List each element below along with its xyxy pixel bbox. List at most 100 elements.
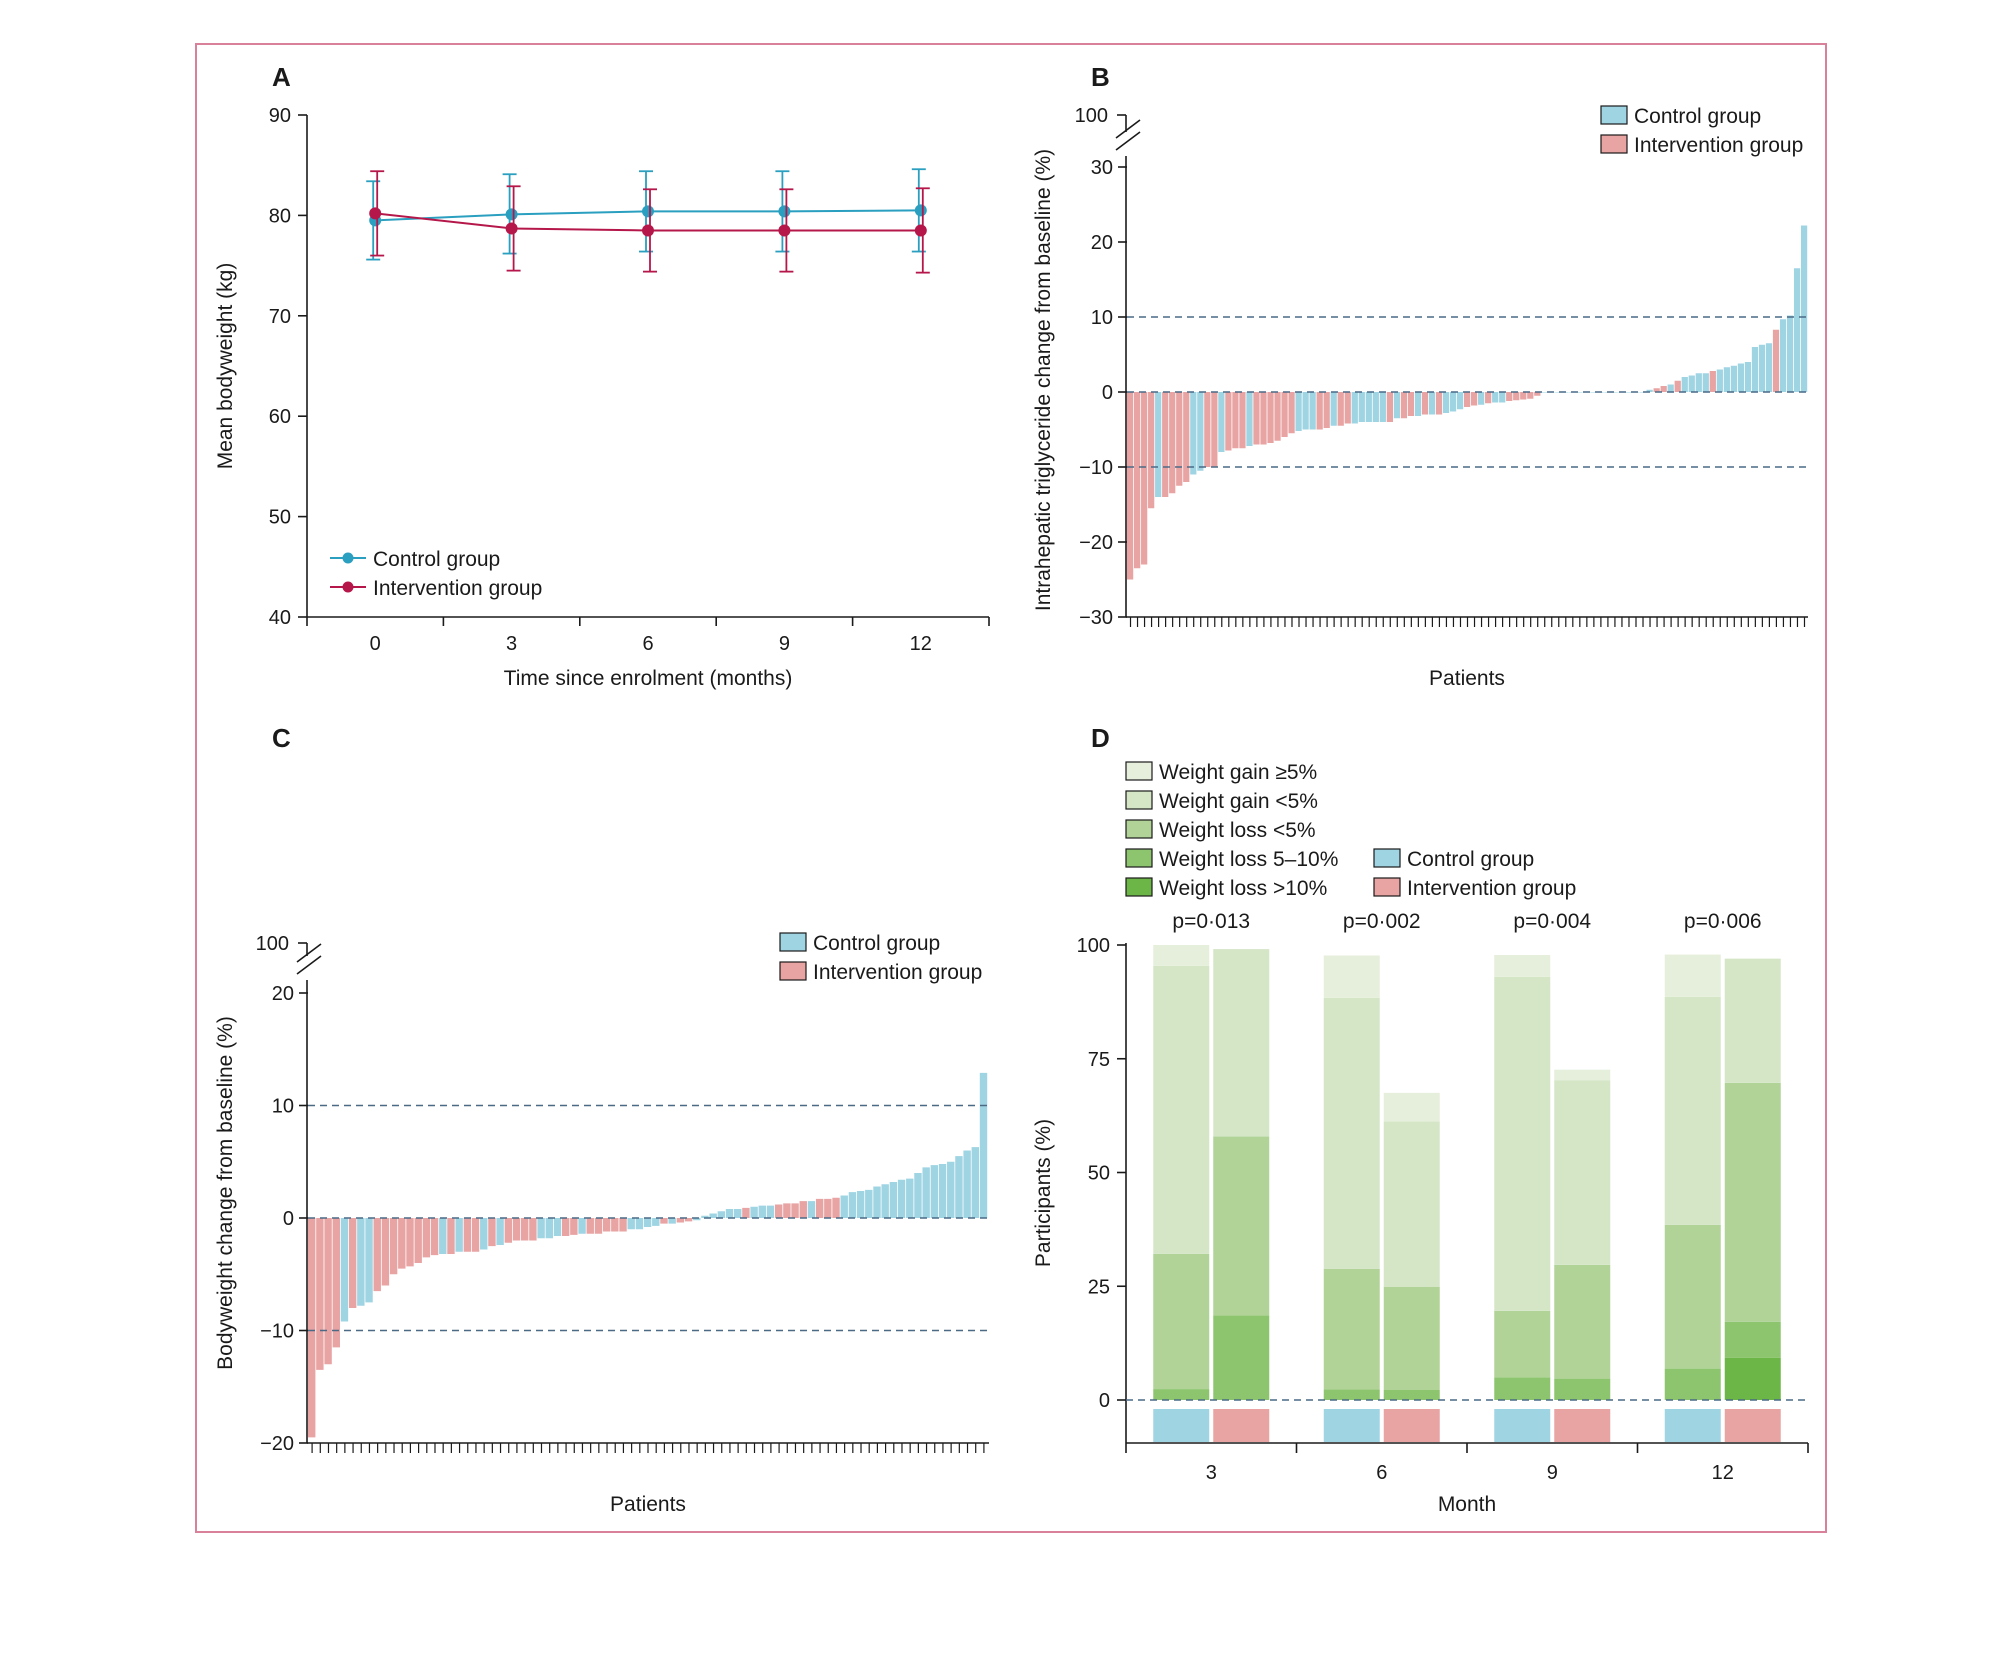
- control-stack-segment: [1664, 954, 1721, 997]
- panel-a-letter: A: [272, 62, 291, 92]
- bar: [1723, 367, 1730, 392]
- bar: [1653, 388, 1660, 392]
- bar: [848, 1192, 857, 1218]
- bar: [1400, 392, 1408, 419]
- bar: [979, 1072, 988, 1218]
- bar: [807, 1201, 816, 1218]
- bar: [1442, 392, 1450, 413]
- bar: [840, 1195, 848, 1218]
- bar: [1702, 373, 1709, 392]
- bar: [766, 1205, 775, 1218]
- bar: [1625, 392, 1632, 393]
- bar: [1646, 389, 1653, 392]
- bar: [1786, 315, 1794, 392]
- control-series: [366, 168, 927, 261]
- x-tick-label: 9: [779, 633, 790, 655]
- bar: [1414, 392, 1422, 416]
- bar: [1456, 392, 1464, 410]
- bar: [1393, 392, 1401, 419]
- bar: [619, 1218, 627, 1232]
- y-tick-label: 10: [1091, 307, 1113, 329]
- y-tick-label: 20: [1091, 232, 1113, 254]
- bar: [373, 1218, 381, 1292]
- bar: [586, 1218, 594, 1234]
- bar: [1218, 392, 1225, 452]
- panel-c: C 100 −20 −10 0 10 20 Patients Bodyweight ch…: [214, 723, 989, 1516]
- panel-b-x-ticks: [1129, 617, 1806, 627]
- bar: [1688, 375, 1695, 392]
- panel-a-legend-intervention: Intervention group: [373, 577, 542, 600]
- bar: [627, 1218, 635, 1230]
- intervention-stack-segment: [1383, 1121, 1440, 1287]
- intervention-stack-segment: [1383, 1389, 1440, 1400]
- bar: [963, 1150, 971, 1218]
- bar: [578, 1218, 586, 1234]
- bar: [1302, 392, 1309, 430]
- bar: [602, 1218, 611, 1232]
- panel-a-y-ticks: 40 50 60 70 80 90: [269, 105, 307, 629]
- bar: [1674, 380, 1681, 392]
- panel-d-x-ticks: 3 6 9 12: [1125, 1443, 1809, 1484]
- control-stack-segment: [1323, 1389, 1380, 1400]
- panel-d-xlabel: Month: [1438, 1493, 1496, 1516]
- bar: [1316, 392, 1323, 430]
- bar: [668, 1218, 676, 1224]
- bar: [521, 1218, 529, 1241]
- bar: [1485, 392, 1492, 404]
- legend-swatch: [1125, 790, 1153, 810]
- x-tick-label: 6: [642, 633, 653, 655]
- bar: [783, 1203, 791, 1218]
- control-stack-segment: [1153, 1253, 1210, 1390]
- bar: [1555, 392, 1562, 393]
- control-stack-segment: [1153, 945, 1210, 966]
- bar: [734, 1209, 742, 1218]
- control-stack-segment: [1494, 955, 1551, 977]
- panel-c-legend: Control group Intervention group: [779, 932, 982, 984]
- bar: [1492, 392, 1499, 403]
- bar: [1744, 362, 1752, 392]
- y-tick-label: 25: [1088, 1276, 1110, 1298]
- bar: [832, 1197, 840, 1218]
- intervention-stack-segment: [1213, 1315, 1270, 1400]
- x-tick-label: 9: [1547, 1462, 1558, 1484]
- bar: [308, 1218, 316, 1438]
- bar: [1358, 392, 1365, 422]
- bar: [1527, 392, 1534, 399]
- control-stack-segment: [1323, 997, 1380, 1269]
- y-tick-label: −20: [260, 1433, 294, 1455]
- intervention-stack-segment: [1724, 958, 1781, 1083]
- bar: [1590, 392, 1597, 393]
- bar: [1758, 344, 1766, 392]
- panel-a-x-ticks: 0 3 6 9 12: [306, 617, 990, 655]
- bar: [1379, 392, 1386, 422]
- bar: [1344, 392, 1351, 424]
- legend-swatch: [1125, 848, 1153, 868]
- y-tick-label: 30: [1091, 157, 1113, 179]
- bar: [1260, 392, 1267, 445]
- bar: [1611, 392, 1618, 393]
- bar: [955, 1156, 963, 1218]
- bar: [1667, 384, 1674, 392]
- bar: [1709, 371, 1716, 392]
- bar: [1134, 392, 1141, 569]
- y-tick-label: 0: [1102, 382, 1113, 404]
- control-stack-segment: [1664, 996, 1721, 1225]
- panel-c-legend-intervention: Intervention group: [813, 961, 982, 984]
- bar: [774, 1204, 783, 1218]
- bar: [725, 1209, 734, 1218]
- bar: [545, 1218, 553, 1239]
- panel-b-legend-control: Control group: [1634, 105, 1761, 128]
- bar: [1772, 329, 1780, 392]
- panel-b-y-ticks: −30 −20 −10 0 10 20 30: [1079, 157, 1127, 629]
- bar: [1499, 392, 1506, 403]
- bar: [1232, 392, 1239, 449]
- bar: [1288, 392, 1295, 434]
- bar: [914, 1173, 922, 1218]
- legend-swatch: [1373, 877, 1401, 897]
- y-tick-label: −10: [260, 1321, 294, 1343]
- bar: [1471, 392, 1478, 406]
- bar: [1330, 392, 1337, 426]
- bar: [1779, 319, 1787, 392]
- panel-b-xlabel: Patients: [1429, 667, 1505, 690]
- intervention-stack-segment: [1724, 1321, 1781, 1358]
